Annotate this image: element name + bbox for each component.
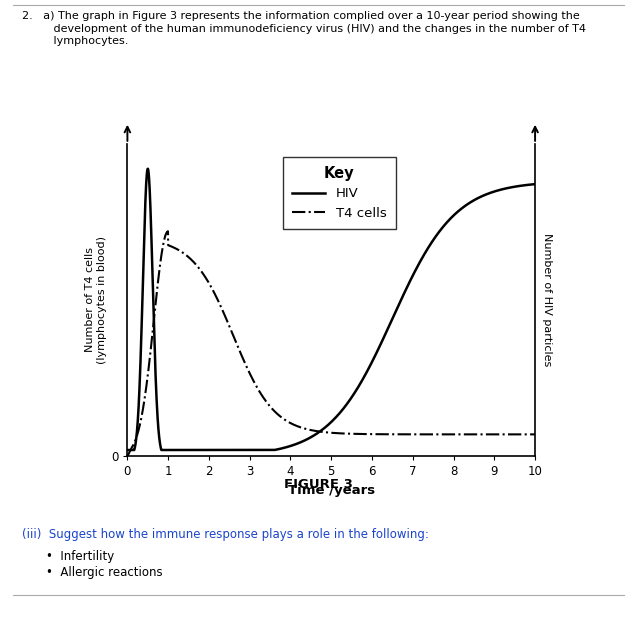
Text: 2.   a) The graph in Figure 3 represents the information complied over a 10-year: 2. a) The graph in Figure 3 represents t…	[22, 11, 580, 21]
Text: •  Allergic reactions: • Allergic reactions	[46, 566, 162, 579]
Y-axis label: Number of T4 cells
(lymphocytes in blood): Number of T4 cells (lymphocytes in blood…	[85, 236, 107, 364]
Text: FIGURE 3: FIGURE 3	[284, 478, 353, 491]
Text: (iii)  Suggest how the immune response plays a role in the following:: (iii) Suggest how the immune response pl…	[22, 528, 429, 541]
Text: lymphocytes.: lymphocytes.	[22, 36, 129, 46]
X-axis label: Time /years: Time /years	[288, 484, 375, 497]
Text: development of the human immunodeficiency virus (HIV) and the changes in the num: development of the human immunodeficienc…	[22, 24, 586, 34]
Text: •  Infertility: • Infertility	[46, 550, 114, 563]
Legend: HIV, T4 cells: HIV, T4 cells	[283, 157, 396, 229]
Y-axis label: Number of HIV particles: Number of HIV particles	[541, 233, 552, 367]
